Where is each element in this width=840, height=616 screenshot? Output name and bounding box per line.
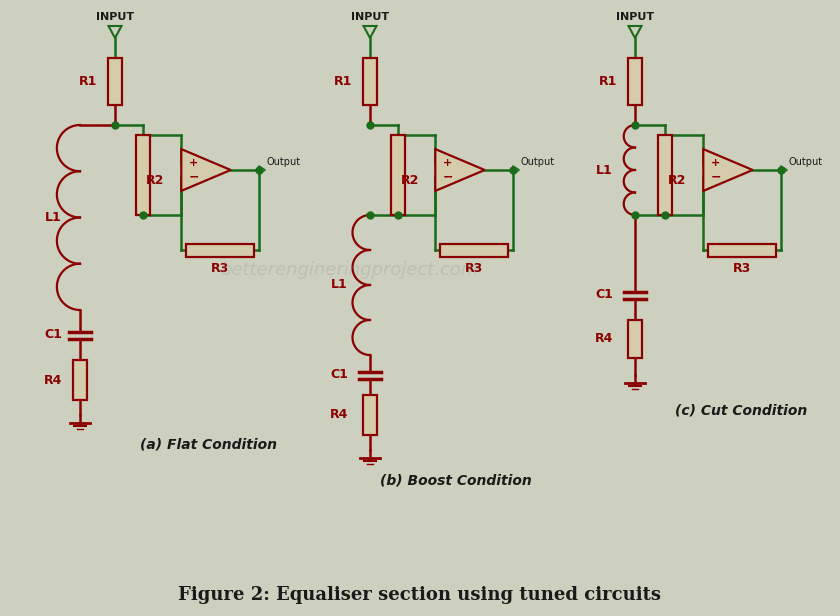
Bar	[108, 58, 122, 105]
Text: Output: Output	[267, 157, 301, 167]
Text: R1: R1	[79, 75, 97, 88]
Bar	[136, 135, 150, 215]
Text: −: −	[188, 171, 199, 184]
Polygon shape	[181, 149, 231, 191]
Text: R1: R1	[333, 75, 352, 88]
Text: R2: R2	[146, 174, 165, 187]
Text: Output: Output	[789, 157, 823, 167]
Bar	[440, 243, 507, 256]
Text: R2: R2	[401, 174, 419, 187]
Bar	[186, 243, 254, 256]
Text: R1: R1	[599, 75, 617, 88]
Text: L1: L1	[596, 163, 613, 177]
Text: C1: C1	[330, 368, 348, 381]
Text: R3: R3	[732, 262, 751, 275]
Text: +: +	[711, 158, 720, 168]
Text: R4: R4	[595, 333, 613, 346]
Text: L1: L1	[45, 211, 62, 224]
Text: +: +	[443, 158, 452, 168]
Text: R3: R3	[211, 262, 229, 275]
Bar	[363, 395, 377, 435]
Text: R4: R4	[329, 408, 348, 421]
Text: INPUT: INPUT	[351, 12, 389, 22]
Polygon shape	[435, 149, 485, 191]
Text: (c) Cut Condition: (c) Cut Condition	[675, 403, 807, 417]
Text: (a) Flat Condition: (a) Flat Condition	[140, 438, 277, 452]
Text: L1: L1	[331, 278, 348, 291]
Text: −: −	[443, 171, 453, 184]
Text: INPUT: INPUT	[616, 12, 654, 22]
Bar	[73, 360, 87, 400]
Text: R3: R3	[465, 262, 483, 275]
Text: C1: C1	[45, 328, 62, 341]
Text: betterengineringproject.com: betterengineringproject.com	[221, 261, 479, 279]
Text: INPUT: INPUT	[96, 12, 134, 22]
Bar	[708, 243, 775, 256]
Text: R2: R2	[668, 174, 686, 187]
Text: Output: Output	[521, 157, 555, 167]
Polygon shape	[703, 149, 753, 191]
Text: C1: C1	[595, 288, 613, 301]
Text: +: +	[189, 158, 198, 168]
Bar	[628, 320, 642, 358]
Bar	[628, 58, 642, 105]
Bar	[391, 135, 405, 215]
Text: R4: R4	[44, 373, 62, 386]
Bar	[658, 135, 672, 215]
Text: −: −	[711, 171, 721, 184]
Text: (b) Boost Condition: (b) Boost Condition	[380, 473, 532, 487]
Text: Figure 2: Equaliser section using tuned circuits: Figure 2: Equaliser section using tuned …	[179, 586, 662, 604]
Bar	[363, 58, 377, 105]
